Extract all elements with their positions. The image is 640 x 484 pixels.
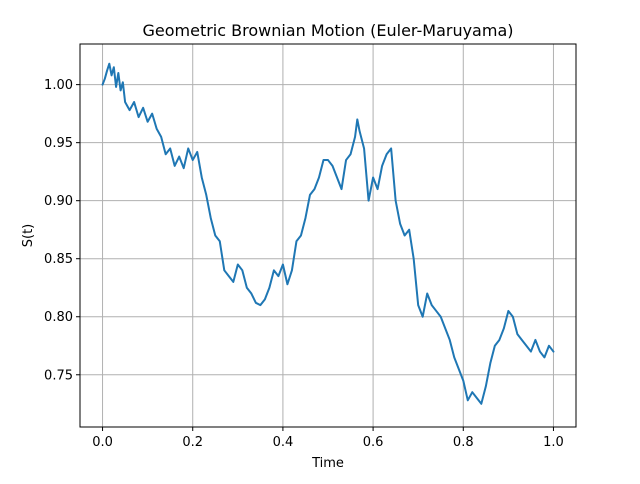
y-axis-label: S(t) bbox=[21, 224, 36, 248]
x-tick-label: 1.0 bbox=[543, 435, 564, 450]
y-tick-label: 0.95 bbox=[44, 136, 73, 151]
x-tick-label: 0.2 bbox=[182, 435, 203, 450]
x-tick-label: 0.8 bbox=[453, 435, 474, 450]
y-tick-label: 0.85 bbox=[44, 252, 73, 267]
plot-area-frame bbox=[79, 43, 577, 428]
y-tick-label: 0.90 bbox=[44, 194, 73, 209]
chart-title: Geometric Brownian Motion (Euler-Maruyam… bbox=[142, 21, 513, 40]
grid-lines bbox=[80, 44, 576, 427]
x-axis-label: Time bbox=[311, 456, 344, 471]
x-tick-label: 0.0 bbox=[92, 435, 113, 450]
y-tick-label: 0.80 bbox=[44, 310, 73, 325]
x-tick-label: 0.6 bbox=[363, 435, 384, 450]
x-axis-ticks: 0.0 0.2 0.4 0.6 0.8 1.0 bbox=[92, 427, 564, 450]
y-tick-label: 0.75 bbox=[44, 368, 73, 383]
y-axis-ticks: 0.75 0.80 0.85 0.90 0.95 1.00 bbox=[44, 78, 80, 383]
x-tick-label: 0.4 bbox=[273, 435, 294, 450]
y-tick-label: 1.00 bbox=[44, 78, 73, 93]
series-layer bbox=[101, 62, 555, 405]
series-line bbox=[101, 62, 555, 405]
